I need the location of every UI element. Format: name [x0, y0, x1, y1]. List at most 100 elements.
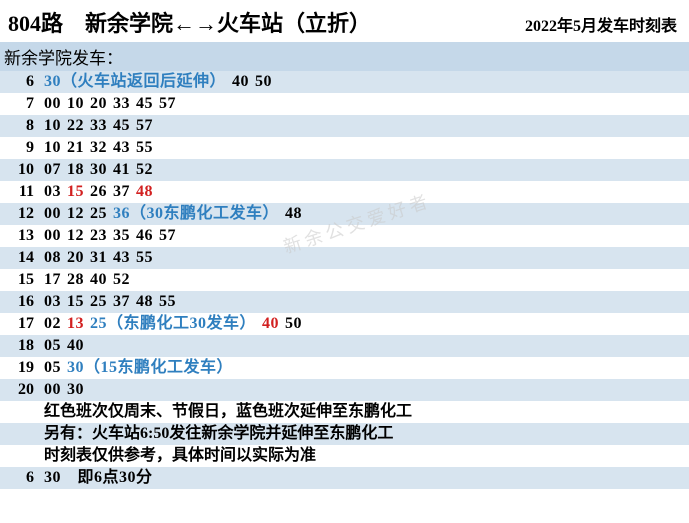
minute-token: 03 — [44, 293, 61, 310]
minute-token: 45 — [136, 95, 153, 112]
minute-token: 25 — [90, 205, 107, 222]
minutes-cell: 10 21 32 43 55 — [44, 137, 689, 159]
minute-token: 10 — [67, 95, 84, 112]
hour-cell: 9 — [0, 137, 44, 159]
minute-token: 55 — [136, 249, 153, 266]
minute-token: 46 — [136, 227, 153, 244]
minute-token: 40 — [67, 337, 84, 354]
hour-cell: 15 — [0, 269, 44, 291]
minute-token: 12 — [67, 227, 84, 244]
note-line: 另有：火车站6:50发往新余学院并延伸至东鹏化工 — [0, 423, 689, 445]
minute-token: 33 — [90, 117, 107, 134]
hour-cell: 13 — [0, 225, 44, 247]
minutes-cell: 031525374855 — [44, 291, 689, 313]
minute-token: 57 — [159, 95, 176, 112]
schedule-row: 1007 18 30 41 52 — [0, 159, 689, 181]
minute-token: 45 — [113, 117, 130, 134]
departure-point-label: 新余学院发车： — [0, 42, 689, 71]
minute-token: 18 — [67, 161, 84, 178]
minute-token: 05 — [44, 337, 61, 354]
note-line: 红色班次仅周末、节假日，蓝色班次延伸至东鹏化工 — [0, 401, 689, 423]
minute-token: 17 — [44, 271, 61, 288]
minute-token: 50 — [255, 73, 272, 90]
minutes-cell: 05 30（15东鹏化工发车） — [44, 357, 689, 379]
minute-token: 40 — [232, 73, 249, 90]
minutes-cell: 10 22 33 45 57 — [44, 115, 689, 137]
minutes-cell: 17 28 40 52 — [44, 269, 689, 291]
schedule-row: 180540 — [0, 335, 689, 357]
minute-token: 55 — [136, 139, 153, 156]
minute-token: 48 — [136, 293, 153, 310]
minutes-cell: 00 30 — [44, 379, 689, 401]
minute-token: 05 — [44, 359, 61, 376]
hour-cell: 19 — [0, 357, 44, 379]
minutes-cell: 001223354657 — [44, 225, 689, 247]
minute-token: 35 — [113, 227, 130, 244]
minute-token: 20 — [67, 249, 84, 266]
hour-cell: 12 — [0, 203, 44, 225]
minutes-cell: 001020334557 — [44, 93, 689, 115]
hour-cell: 6 — [0, 71, 44, 93]
minute-token: 33 — [113, 95, 130, 112]
schedule-row: 1517 28 40 52 — [0, 269, 689, 291]
hour-cell: 7 — [0, 93, 44, 115]
legend-text: 30 即6点30分 — [44, 467, 689, 489]
minute-token: 26 — [90, 183, 107, 200]
minute-token: 37 — [113, 293, 130, 310]
minutes-cell: 30（火车站返回后延伸）4050 — [44, 71, 689, 93]
route-title: 804路 新余学院←→火车站（立折） — [8, 6, 371, 38]
minute-token: 30（15东鹏化工发车） — [67, 359, 233, 376]
minute-token: 52 — [136, 161, 153, 178]
schedule-table: 630（火车站返回后延伸）405070010203345578102233455… — [0, 71, 689, 401]
minute-token: 43 — [113, 139, 130, 156]
schedule-row: 1200122536（30东鹏化工发车）48 — [0, 203, 689, 225]
minute-token: 40 — [90, 271, 107, 288]
minute-token: 07 — [44, 161, 61, 178]
schedule-row: 2000 30 — [0, 379, 689, 401]
minute-token: 30 — [90, 161, 107, 178]
schedule-row: 13001223354657 — [0, 225, 689, 247]
minute-token: 57 — [136, 117, 153, 134]
minutes-cell: 00122536（30东鹏化工发车）48 — [44, 203, 689, 225]
minute-token: 00 — [44, 381, 61, 398]
minute-token: 25 — [90, 293, 107, 310]
minute-token: 50 — [285, 315, 302, 332]
hour-cell: 16 — [0, 291, 44, 313]
minute-token: 03 — [44, 183, 61, 200]
schedule-row: 140820314355 — [0, 247, 689, 269]
date-label: 2022年5月发车时刻表 — [525, 12, 677, 36]
minute-token: 31 — [90, 249, 107, 266]
minute-token: 32 — [90, 139, 107, 156]
hour-cell: 8 — [0, 115, 44, 137]
minute-token: 12 — [67, 205, 84, 222]
minute-token: 22 — [67, 117, 84, 134]
minute-token: 25（东鹏化工30发车） — [90, 315, 256, 332]
notes-block: 红色班次仅周末、节假日，蓝色班次延伸至东鹏化工另有：火车站6:50发往新余学院并… — [0, 401, 689, 467]
minute-token: 02 — [44, 315, 61, 332]
minute-token: 43 — [113, 249, 130, 266]
minutes-cell: 02 13 25（东鹏化工30发车） 40 50 — [44, 313, 689, 335]
minute-token: 21 — [67, 139, 84, 156]
legend-row: 6 30 即6点30分 — [0, 467, 689, 489]
hour-cell: 20 — [0, 379, 44, 401]
minute-token: 08 — [44, 249, 61, 266]
minute-token: 28 — [67, 271, 84, 288]
schedule-row: 16031525374855 — [0, 291, 689, 313]
minute-token: 48 — [136, 183, 153, 200]
hour-cell: 10 — [0, 159, 44, 181]
schedule-row: 7001020334557 — [0, 93, 689, 115]
minute-token: 41 — [113, 161, 130, 178]
minute-token: 13 — [67, 315, 84, 332]
minutes-cell: 05 40 — [44, 335, 689, 357]
minute-token: 10 — [44, 117, 61, 134]
schedule-row: 110315263748 — [0, 181, 689, 203]
minute-token: 15 — [67, 293, 84, 310]
minute-token: 30 — [67, 381, 84, 398]
schedule-row: 910 21 32 43 55 — [0, 137, 689, 159]
minute-token: 40 — [262, 315, 279, 332]
minute-token: 10 — [44, 139, 61, 156]
minute-token: 36（30东鹏化工发车） — [113, 205, 279, 222]
minute-token: 20 — [90, 95, 107, 112]
minutes-cell: 08 20 31 43 55 — [44, 247, 689, 269]
minute-token: 52 — [113, 271, 130, 288]
